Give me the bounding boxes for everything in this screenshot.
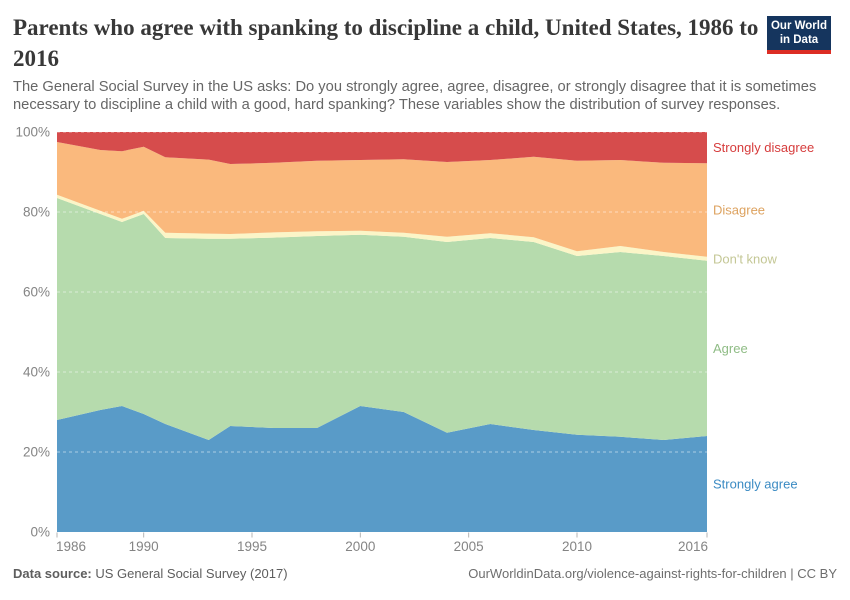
area-don-t-know[interactable] <box>57 194 707 261</box>
y-axis-tick-label: 60% <box>23 285 50 300</box>
owid-logo[interactable]: Our World in Data <box>767 16 831 54</box>
series-label-agree: Agree <box>713 341 748 356</box>
area-strongly-agree[interactable] <box>57 406 707 532</box>
chart-title: Parents who agree with spanking to disci… <box>13 15 759 71</box>
series-label-don-t-know: Don't know <box>713 251 778 266</box>
chart-subtitle: The General Social Survey in the US asks… <box>13 79 817 113</box>
data-source-note: Data source: US General Social Survey (2… <box>13 566 288 581</box>
area-agree[interactable] <box>57 198 707 440</box>
data-source-value: US General Social Survey (2017) <box>91 566 288 581</box>
data-source-label: Data source: <box>13 566 92 581</box>
x-axis-tick-label: 2005 <box>454 539 484 554</box>
owid-logo-red-bar <box>767 50 831 54</box>
area-disagree[interactable] <box>57 142 707 257</box>
x-axis-tick-label: 2000 <box>345 539 375 554</box>
x-axis-tick-label: 2010 <box>562 539 592 554</box>
x-axis-tick-label: 1995 <box>237 539 267 554</box>
series-label-strongly-agree: Strongly agree <box>713 477 798 492</box>
owid-logo-box: Our World in Data <box>767 16 831 50</box>
x-axis-tick-label: 2016 <box>678 539 708 554</box>
y-axis-tick-label: 40% <box>23 365 50 380</box>
x-axis-tick-label: 1986 <box>56 539 86 554</box>
y-axis-tick-label: 0% <box>30 525 50 540</box>
y-axis-tick-label: 100% <box>15 125 50 140</box>
x-axis-tick-label: 1990 <box>129 539 159 554</box>
series-label-strongly-disagree: Strongly disagree <box>713 140 814 155</box>
owid-logo-line1: Our World <box>770 20 827 32</box>
chart-footer: Data source: US General Social Survey (2… <box>13 566 837 581</box>
y-axis-tick-label: 20% <box>23 445 50 460</box>
area-strongly-disagree[interactable] <box>57 132 707 164</box>
owid-logo-line2: in Data <box>779 33 819 46</box>
y-axis-tick-label: 80% <box>23 205 50 220</box>
series-label-disagree: Disagree <box>713 203 765 218</box>
footer-link[interactable]: OurWorldinData.org/violence-against-righ… <box>468 566 837 581</box>
